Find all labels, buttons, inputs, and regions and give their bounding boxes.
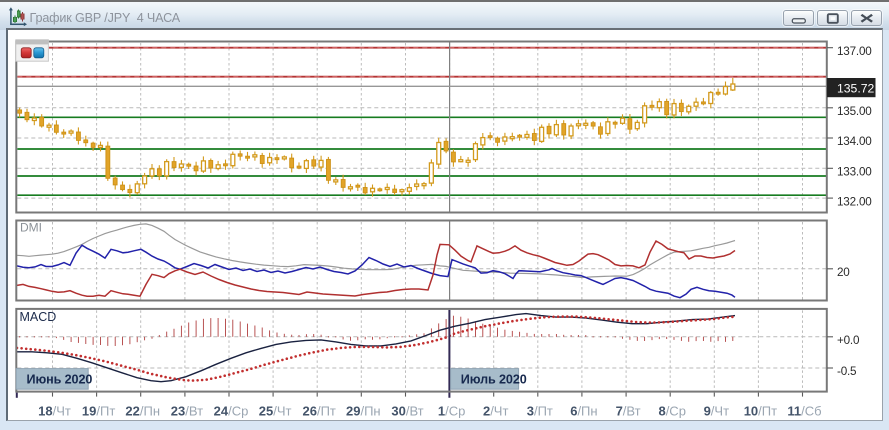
svg-text:10/Пт: 10/Пт bbox=[744, 403, 777, 418]
svg-text:135.72: 135.72 bbox=[837, 82, 874, 96]
svg-text:Июнь 2020: Июнь 2020 bbox=[27, 373, 93, 387]
svg-text:DMI: DMI bbox=[20, 221, 42, 235]
svg-text:2/Чт: 2/Чт bbox=[483, 403, 509, 418]
svg-text:135.00: 135.00 bbox=[837, 105, 872, 118]
svg-text:23/Вт: 23/Вт bbox=[171, 403, 203, 418]
svg-text:29/Пн: 29/Пн bbox=[346, 403, 381, 418]
svg-text:133.00: 133.00 bbox=[837, 166, 872, 179]
svg-text:19/Пт: 19/Пт bbox=[82, 403, 115, 418]
svg-text:1/Ср: 1/Ср bbox=[438, 403, 465, 418]
svg-text:20: 20 bbox=[837, 266, 850, 279]
svg-text:11/Сб: 11/Сб bbox=[787, 403, 821, 418]
svg-text:6/Пн: 6/Пн bbox=[570, 403, 597, 418]
svg-text:18/Чт: 18/Чт bbox=[38, 403, 71, 418]
svg-text:-0.5: -0.5 bbox=[837, 365, 857, 378]
svg-text:25/Чт: 25/Чт bbox=[259, 403, 292, 418]
svg-text:132.00: 132.00 bbox=[837, 195, 872, 208]
svg-text:24/Ср: 24/Ср bbox=[214, 403, 249, 418]
svg-text:Июль 2020: Июль 2020 bbox=[461, 373, 527, 387]
svg-text:137.00: 137.00 bbox=[837, 45, 872, 58]
svg-text:134.00: 134.00 bbox=[837, 135, 872, 148]
svg-text:30/Вт: 30/Вт bbox=[391, 403, 423, 418]
svg-text:MACD: MACD bbox=[20, 310, 57, 324]
svg-text:3/Пт: 3/Пт bbox=[527, 403, 553, 418]
svg-text:22/Пн: 22/Пн bbox=[125, 403, 160, 418]
svg-text:9/Чт: 9/Чт bbox=[704, 403, 730, 418]
svg-text:26/Пт: 26/Пт bbox=[303, 403, 336, 418]
svg-text:7/Вт: 7/Вт bbox=[616, 403, 641, 418]
svg-text:+0.0: +0.0 bbox=[837, 334, 860, 347]
svg-text:8/Ср: 8/Ср bbox=[658, 403, 685, 418]
